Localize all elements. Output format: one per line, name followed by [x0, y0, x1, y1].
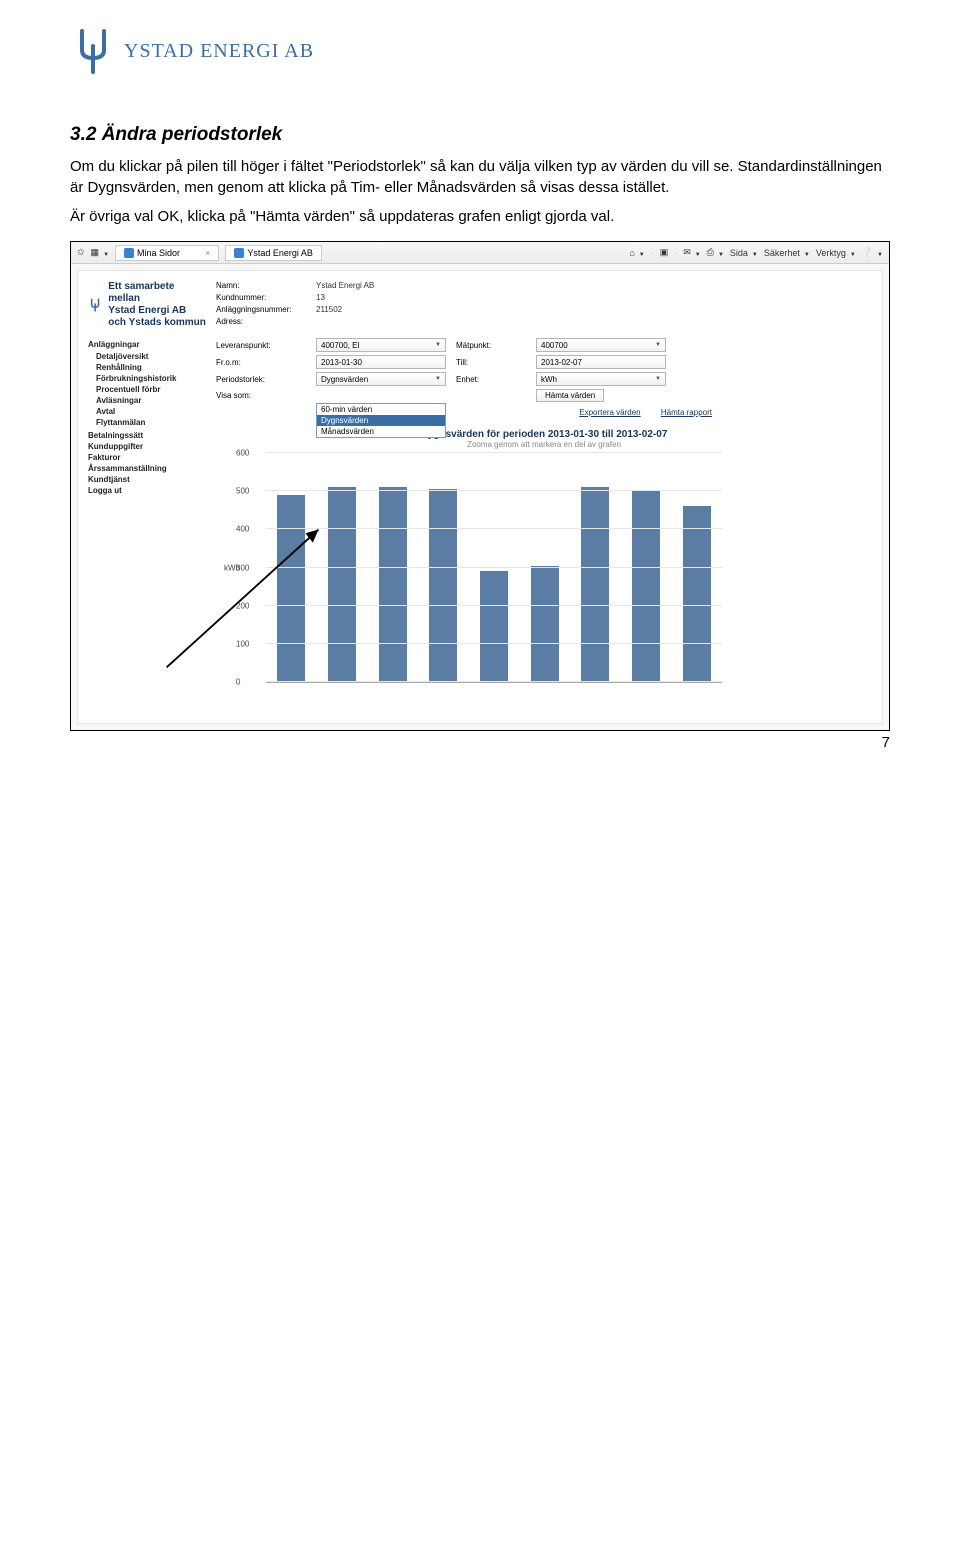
chart-ytick: 600 [236, 449, 249, 458]
chart-ytick: 500 [236, 487, 249, 496]
nav-item[interactable]: Förbrukningshistorik [88, 373, 206, 384]
header-line-2: Ystad Energi AB och Ystads kommun [108, 305, 206, 329]
logo-text: YSTAD ENERGI AB [124, 40, 314, 63]
label-from: Fr.o.m: [216, 358, 306, 367]
print-icon[interactable]: ⎙ [707, 247, 724, 258]
nav-item[interactable]: Kundtjänst [88, 474, 206, 485]
periodstorlek-dropdown-list[interactable]: 60-min värden Dygnsvärden Månadsvärden [316, 403, 446, 438]
chart-bar [581, 487, 609, 682]
label-kundnummer: Kundnummer: [216, 293, 306, 302]
browser-tab-2[interactable]: Ystad Energi AB [225, 245, 322, 261]
chart-bar [632, 491, 660, 682]
tab-label: Mina Sidor [137, 248, 180, 258]
favorites-icon[interactable]: ✩ [77, 247, 85, 258]
portal-header: Ett samarbete mellan Ystad Energi AB och… [88, 281, 206, 329]
nav-item[interactable]: Detaljöversikt [88, 351, 206, 362]
chart-bar [379, 487, 407, 682]
chart-bar [328, 487, 356, 682]
chart-bar [531, 566, 559, 682]
chart-subtitle: Zooma genom att markera en del av grafen [216, 440, 872, 449]
export-values-link[interactable]: Exportera värden [579, 408, 640, 417]
chart-ytick: 300 [236, 563, 249, 572]
favicon-icon [234, 248, 244, 258]
select-periodstorlek[interactable]: Dygnsvärden▼ [316, 372, 446, 386]
tab-label: Ystad Energi AB [247, 248, 313, 258]
nav-item[interactable]: Flyttanmälan [88, 417, 206, 428]
dropdown-option-dygn[interactable]: Dygnsvärden [317, 415, 445, 426]
label-visa-som: Visa som: [216, 391, 306, 400]
input-from-date[interactable]: 2013-01-30 [316, 355, 446, 369]
chart-bar [277, 495, 305, 682]
feed-icon[interactable]: ▣ [660, 247, 669, 258]
favicon-icon [124, 248, 134, 258]
chart-ytick: 100 [236, 639, 249, 648]
nav-item[interactable]: Kunduppgifter [88, 441, 206, 452]
safety-menu[interactable]: Säkerhet [764, 248, 810, 258]
home-icon[interactable]: ⌂ [629, 248, 644, 258]
select-enhet[interactable]: kWh▼ [536, 372, 666, 386]
mail-icon[interactable]: ✉ [683, 247, 701, 258]
nav-group-anlaggningar[interactable]: Anläggningar [88, 339, 206, 350]
chart-bar [429, 489, 457, 682]
value-name: Ystad Energi AB [316, 281, 446, 290]
label-anlaggning: Anläggningsnummer: [216, 305, 306, 314]
label-till: Till: [456, 358, 526, 367]
page-number: 7 [882, 734, 890, 751]
body-paragraph-1: Om du klickar på pilen till höger i fält… [70, 156, 890, 198]
value-kundnummer: 13 [316, 293, 446, 302]
select-matpunkt[interactable]: 400700▼ [536, 338, 666, 352]
fetch-values-button[interactable]: Hämta värden [536, 389, 604, 402]
consumption-chart: Dygnsvärden för perioden 2013-01-30 till… [216, 429, 872, 683]
chart-title: Dygnsvärden för perioden 2013-01-30 till… [216, 429, 872, 440]
nav-item[interactable]: Betalningssätt [88, 430, 206, 441]
company-logo: YSTAD ENERGI AB [70, 28, 890, 74]
section-heading: 3.2 Ändra periodstorlek [70, 124, 890, 146]
logo-mark-icon [70, 28, 116, 74]
value-anlaggning: 211502 [316, 305, 446, 314]
nav-item[interactable]: Avläsningar [88, 395, 206, 406]
details-form: Namn: Ystad Energi AB Kundnummer: 13 Anl… [216, 281, 872, 402]
label-leverans: Leveranspunkt: [216, 341, 306, 350]
nav-item[interactable]: Avtal [88, 406, 206, 417]
nav-item[interactable]: Renhållning [88, 362, 206, 373]
header-line-1: Ett samarbete mellan [108, 281, 206, 305]
chart-ytick: 400 [236, 525, 249, 534]
nav-item[interactable]: Procentuell förbr [88, 384, 206, 395]
select-leveranspunkt[interactable]: 400700, El▼ [316, 338, 446, 352]
chart-bar [480, 571, 508, 682]
dropdown-option-60min[interactable]: 60-min värden [317, 404, 445, 415]
label-enhet: Enhet: [456, 375, 526, 384]
label-name: Namn: [216, 281, 306, 290]
embedded-screenshot: ✩ ▦ Mina Sidor× Ystad Energi AB ⌂ · ▣ · … [70, 241, 890, 731]
tools-menu[interactable]: Verktyg [816, 248, 856, 258]
side-nav: Anläggningar DetaljöversiktRenhållningFö… [88, 339, 206, 497]
help-icon[interactable]: ❔ [862, 247, 883, 258]
chart-ytick: 200 [236, 601, 249, 610]
page-menu[interactable]: Sida [730, 248, 758, 258]
nav-item[interactable]: Fakturor [88, 452, 206, 463]
tab-list-icon[interactable]: ▦ [91, 247, 109, 258]
label-periodstorlek: Periodstorlek: [216, 375, 306, 384]
chart-bar [683, 506, 711, 682]
dropdown-option-manad[interactable]: Månadsvärden [317, 426, 445, 437]
label-matpunkt: Mätpunkt: [456, 341, 526, 350]
chart-ytick: 0 [236, 678, 240, 687]
label-adress: Adress: [216, 317, 306, 326]
nav-item[interactable]: Logga ut [88, 485, 206, 496]
body-paragraph-2: Är övriga val OK, klicka på "Hämta värde… [70, 206, 890, 227]
browser-tab-1[interactable]: Mina Sidor× [115, 245, 219, 261]
nav-item[interactable]: Årssammanställning [88, 463, 206, 474]
fetch-report-link[interactable]: Hämta rapport [661, 408, 712, 417]
browser-toolbar: ✩ ▦ Mina Sidor× Ystad Energi AB ⌂ · ▣ · … [71, 242, 889, 264]
input-till-date[interactable]: 2013-02-07 [536, 355, 666, 369]
